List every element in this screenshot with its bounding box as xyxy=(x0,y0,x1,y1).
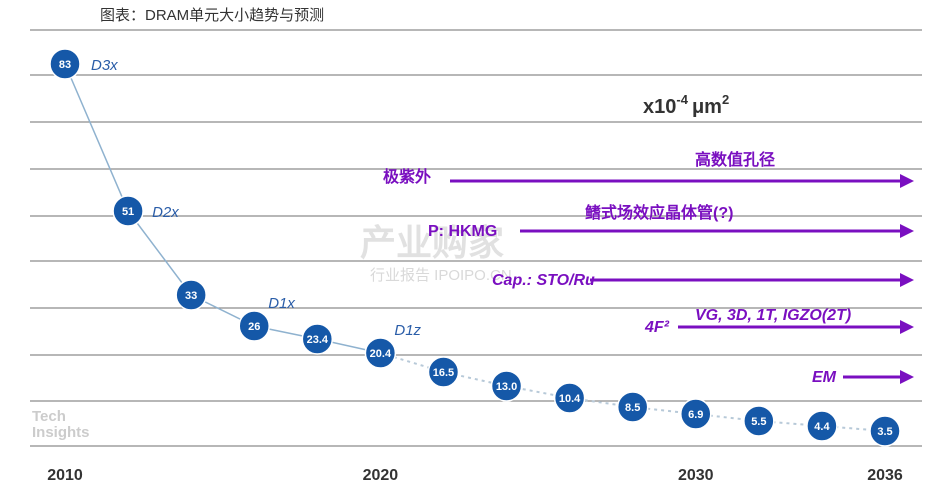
tech-label-left: Cap.: STO/Ru xyxy=(492,272,595,289)
data-point-label: 33 xyxy=(185,290,197,302)
x-tick-label: 2030 xyxy=(678,467,714,484)
data-point-label: 4.4 xyxy=(814,421,830,433)
tech-row: EM xyxy=(812,369,914,386)
tech-label-right: VG, 3D, 1T, IGZO(2T) xyxy=(695,307,851,324)
tech-label-left: 4F² xyxy=(644,319,670,336)
data-point: 5.5 xyxy=(743,405,775,437)
tech-label-right: 鳍式场效应晶体管(?) xyxy=(585,203,733,222)
data-point-label: 51 xyxy=(122,206,134,218)
data-point-label: 20.4 xyxy=(370,348,392,360)
arrow-head-icon xyxy=(900,370,914,384)
data-point-label: 6.9 xyxy=(688,409,703,421)
data-point-marker xyxy=(238,310,270,342)
data-point-label: 16.5 xyxy=(433,367,454,379)
data-point: 13.0 xyxy=(490,370,523,402)
data-point-marker xyxy=(427,356,460,388)
arrow-head-icon xyxy=(900,320,914,334)
data-point-label: 5.5 xyxy=(751,416,766,428)
data-point-marker xyxy=(806,410,838,442)
tech-label-right: 高数值孔径 xyxy=(695,150,775,169)
data-point: 3.5 xyxy=(869,415,901,447)
tech-label-left: 极紫外 xyxy=(383,167,431,186)
logo-line-1: Tech xyxy=(32,408,66,425)
tech-row: 4F² VG, 3D, 1T, IGZO(2T) xyxy=(644,307,914,336)
data-point: 20.4 xyxy=(364,337,397,369)
data-point-marker xyxy=(364,337,397,369)
chart-caption: 图表：DRAM单元大小趋势与预测 xyxy=(100,7,325,24)
data-point: 10.4 xyxy=(553,382,586,414)
unit-label: x10-4 μm2 xyxy=(643,92,729,118)
data-point: 33 xyxy=(175,279,207,311)
watermark-sub: 行业报告 IPOIPO.CN xyxy=(370,267,512,284)
data-point-marker xyxy=(49,48,81,80)
x-tick-label: 2010 xyxy=(47,467,83,484)
data-point: 16.5 xyxy=(427,356,460,388)
arrow-head-icon xyxy=(900,224,914,238)
tech-row: 极紫外 高数值孔径 xyxy=(383,150,914,188)
trend-line-forecast xyxy=(380,352,886,432)
x-tick-label: 2036 xyxy=(867,467,903,484)
node-label: D3x xyxy=(91,57,118,74)
data-point-label: 3.5 xyxy=(877,426,892,438)
trend-line-actual xyxy=(64,63,381,354)
technology-roadmap: 极紫外 高数值孔径 P: HKMG 鳍式场效应晶体管(?) Cap.: STO/Ru 4F… xyxy=(383,150,914,386)
data-point: 23.4 xyxy=(301,323,334,355)
data-point-marker xyxy=(301,323,334,355)
data-point-marker xyxy=(112,195,144,227)
data-point-label: 26 xyxy=(248,321,260,333)
tech-label-left: P: HKMG xyxy=(428,223,497,240)
node-label: D1x xyxy=(268,295,295,312)
arrow-head-icon xyxy=(900,273,914,287)
data-point-marker xyxy=(869,415,901,447)
data-point-label: 13.0 xyxy=(496,381,517,393)
data-point-marker xyxy=(490,370,523,402)
data-point: 26 xyxy=(238,310,270,342)
data-point-label: 23.4 xyxy=(307,334,329,346)
data-point: 51 xyxy=(112,195,144,227)
data-point-label: 83 xyxy=(59,59,71,71)
tech-row: Cap.: STO/Ru xyxy=(492,272,914,289)
tech-row: P: HKMG 鳍式场效应晶体管(?) xyxy=(428,203,914,240)
data-point-marker xyxy=(680,398,712,430)
node-labels: D3x D2x D1x D1z xyxy=(91,57,422,339)
node-label: D1z xyxy=(394,322,421,339)
grid-lines xyxy=(30,29,922,447)
watermark: 产业购家 行业报告 IPOIPO.CN xyxy=(360,222,512,284)
data-point-label: 10.4 xyxy=(559,393,581,405)
watermark-main: 产业购家 xyxy=(360,222,504,263)
arrow-head-icon xyxy=(900,174,914,188)
data-point-label: 8.5 xyxy=(625,402,640,414)
data-point-marker xyxy=(743,405,775,437)
data-point: 6.9 xyxy=(680,398,712,430)
data-point-marker xyxy=(175,279,207,311)
data-points: 83 51 33 26 23.4 20.4 16.5 13.0 10.4 8.5 6.9 5.5 4.4… xyxy=(49,48,901,447)
x-tick-label: 2020 xyxy=(363,467,399,484)
logo-line-2: Insights xyxy=(32,424,90,441)
data-point-marker xyxy=(616,391,649,423)
data-point-marker xyxy=(553,382,586,414)
x-axis-ticks: 2010 2020 2030 2036 xyxy=(47,467,903,484)
techinsights-logo: Tech Insights xyxy=(32,408,90,441)
data-point: 4.4 xyxy=(806,410,838,442)
tech-label-left: EM xyxy=(812,369,837,386)
node-label: D2x xyxy=(152,204,179,221)
data-point: 8.5 xyxy=(616,391,649,423)
data-point: 83 xyxy=(49,48,81,80)
